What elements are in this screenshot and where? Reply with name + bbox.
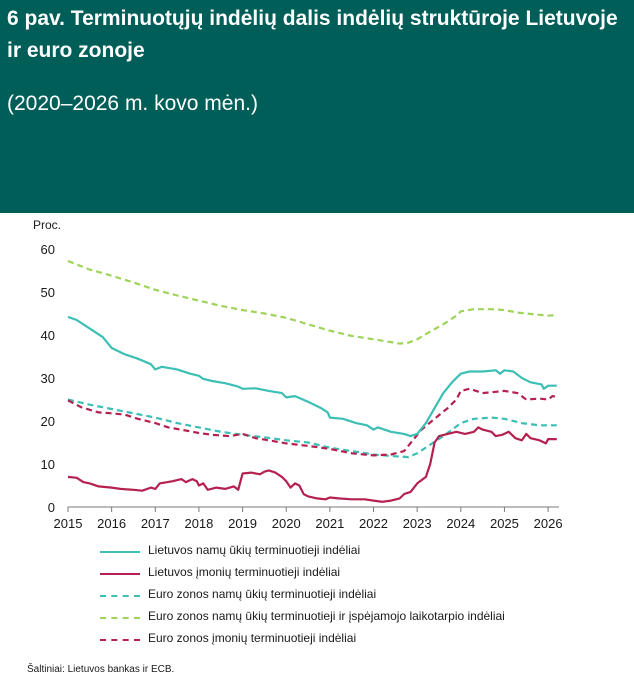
x-tick-label: 2019 xyxy=(228,516,257,531)
y-tick-label: 60 xyxy=(41,242,55,257)
page-title: 6 pav. Terminuotųjų indėlių dalis indėli… xyxy=(7,7,618,62)
x-tick-label: 2017 xyxy=(141,516,170,531)
legend-label: Euro zonos namų ūkių terminuotieji ir įs… xyxy=(148,609,505,623)
chart-axes: 0 10 20 30 40 50 60 2015 2016 2017 2018 2019 2020 202… xyxy=(41,242,563,531)
x-tick-label: 2021 xyxy=(315,516,344,531)
y-axis-label: Proc. xyxy=(33,218,61,232)
x-tick-label: 2025 xyxy=(490,516,519,531)
legend-label: Euro zonos namų ūkių terminuotieji indėl… xyxy=(148,587,377,601)
series-line-1 xyxy=(67,315,557,438)
legend-swatch xyxy=(100,617,140,619)
legend-swatch xyxy=(100,595,140,597)
series-line-5 xyxy=(67,387,558,457)
y-tick-label: 20 xyxy=(41,414,55,429)
x-tick-label: 2016 xyxy=(97,516,126,531)
y-tick-label: 40 xyxy=(41,328,55,343)
y-tick-label: 30 xyxy=(41,371,55,386)
x-tick-label: 2020 xyxy=(272,516,301,531)
legend-swatch xyxy=(100,573,140,575)
header-banner: 6 pav. Terminuotųjų indėlių dalis indėli… xyxy=(0,0,634,213)
y-tick-label: 50 xyxy=(41,285,55,300)
legend-label: Lietuvos namų ūkių terminuotieji indėlia… xyxy=(148,543,361,557)
legend-label: Lietuvos įmonių terminuotieji indėliai xyxy=(148,565,341,579)
legend-swatch xyxy=(100,639,140,641)
page-subtitle: (2020–2026 m. kovo mėn.) xyxy=(7,92,258,115)
y-tick-label: 10 xyxy=(41,457,55,472)
x-tick-label: 2023 xyxy=(403,516,432,531)
series-line-2 xyxy=(67,426,557,503)
y-tick-label: 0 xyxy=(48,500,55,515)
legend-label: Euro zonos įmonių terminuotieji indėliai xyxy=(148,631,357,645)
source-note: Šaltiniai: Lietuvos bankas ir ECB. xyxy=(27,664,175,675)
series-line-3 xyxy=(67,398,557,459)
x-tick-label: 2024 xyxy=(446,516,475,531)
x-tick-label: 2018 xyxy=(184,516,213,531)
chart-series xyxy=(67,259,558,503)
x-tick-label: 2026 xyxy=(534,516,563,531)
line-chart: Proc. 0 10 20 30 40 50 60 2015 2016 2017 2018 2019 2… xyxy=(33,218,563,531)
series-line-4 xyxy=(67,259,557,345)
x-tick-label: 2022 xyxy=(359,516,388,531)
legend-swatch xyxy=(100,551,140,553)
x-tick-label: 2015 xyxy=(54,516,83,531)
